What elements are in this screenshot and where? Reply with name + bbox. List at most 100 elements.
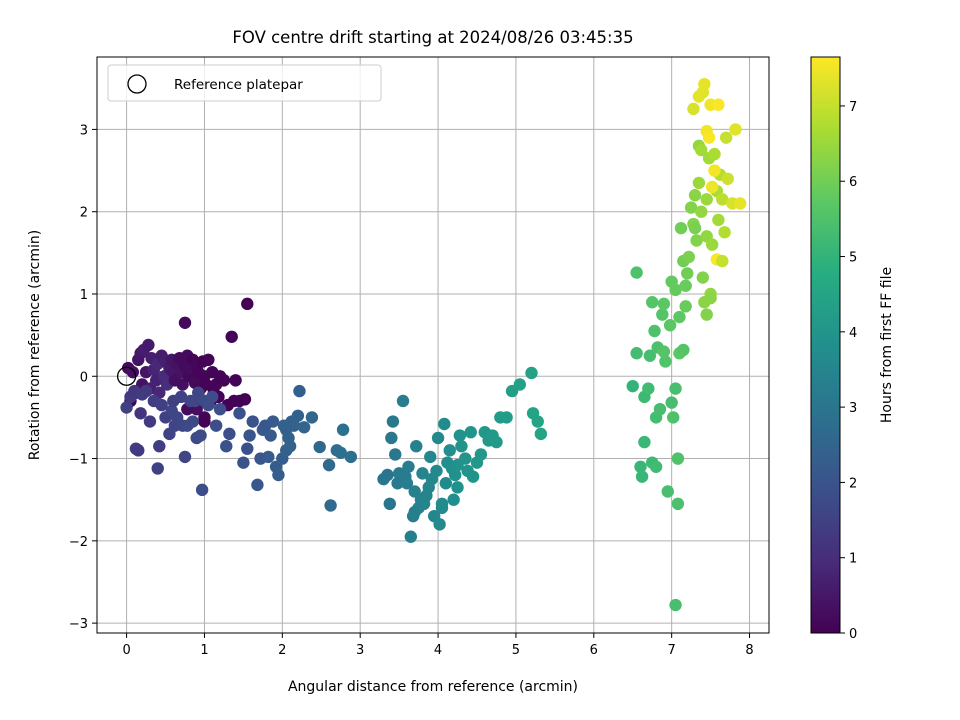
data-point [679,300,692,313]
reference-marker-layer [116,366,137,386]
y-tick-label: −1 [69,453,88,468]
colorbar-tick-label: 0 [849,627,857,642]
data-point [243,429,256,442]
data-point [386,415,400,428]
data-point [453,429,467,442]
data-point [630,347,643,360]
data-point [142,338,155,352]
data-point [705,180,719,194]
colorbar-tick-label: 7 [849,100,857,115]
data-point [705,238,719,251]
data-point [733,197,747,210]
data-point [324,499,337,512]
data-point [702,131,716,144]
data-point [291,409,305,422]
data-point [708,164,721,177]
data-point [225,330,238,343]
data-point [695,143,708,157]
data-point [132,444,145,457]
data-point [695,205,708,218]
data-point [313,440,326,454]
data-point [700,308,713,321]
data-point [396,394,410,408]
data-point [246,415,259,428]
data-point [174,390,188,404]
data-point [657,345,671,358]
data-point [669,283,682,297]
data-point [716,193,729,206]
y-tick-label: 3 [80,123,88,138]
data-point [139,384,153,398]
data-point [381,468,394,482]
data-point [525,366,538,380]
data-point [665,396,678,409]
data-point [634,460,647,473]
x-axis-ticks: 0 1 2 3 4 5 6 7 8 [122,633,754,658]
data-point [674,221,688,235]
data-point [455,440,468,453]
data-point [209,419,223,432]
data-point [729,123,742,136]
data-point [700,193,713,206]
data-point [443,444,456,457]
data-point [283,440,297,453]
data-point [513,378,527,391]
data-point [178,316,192,329]
legend-box [107,64,382,102]
data-point [447,493,460,506]
data-point [698,77,711,91]
x-tick-label: 6 [590,643,598,658]
data-point [704,291,717,305]
colorbar-tick-label: 1 [849,552,857,567]
data-point [272,468,285,482]
data-point [297,421,311,434]
data-point [266,415,280,428]
y-tick-label: 0 [80,370,88,385]
data-point [305,411,319,424]
data-point [385,431,398,445]
data-point [684,201,698,214]
data-point [383,497,396,511]
data-point [435,497,449,511]
data-point [638,435,651,449]
data-point [178,450,192,464]
data-point [206,390,219,404]
data-point [642,382,655,395]
colorbar-label: Hours from first FF file [879,267,895,423]
data-point [151,462,164,475]
data-point [229,374,242,387]
data-point [690,234,703,247]
data-point [134,407,147,420]
data-point [721,172,734,185]
data-point [241,442,254,455]
data-point [416,467,429,480]
legend-marker-icon [127,74,147,94]
y-axis-label: Rotation from reference (arcmin) [27,230,43,460]
data-point [630,266,643,279]
colorbar-tick-label: 5 [849,251,857,266]
data-point [692,90,706,103]
data-point [500,411,513,424]
data-point [451,481,464,494]
data-point [696,271,710,284]
data-point [448,468,462,482]
data-point [389,448,402,461]
data-point [439,477,453,490]
legend: Reference platepar [107,64,382,102]
data-point [264,429,277,442]
data-point [716,254,729,268]
y-tick-label: 1 [80,288,88,303]
data-point [293,384,306,398]
data-point [712,98,725,111]
data-point [220,440,233,453]
y-axis-ticks: −3 −2 −1 0 1 2 3 [69,123,97,632]
data-point [199,378,213,391]
data-point [656,308,669,321]
y-tick-label: −3 [69,617,88,632]
data-point [688,221,702,235]
data-point [155,398,168,412]
data-point [708,147,721,161]
colorbar-tick-label: 4 [849,326,857,341]
x-tick-label: 3 [356,643,364,658]
